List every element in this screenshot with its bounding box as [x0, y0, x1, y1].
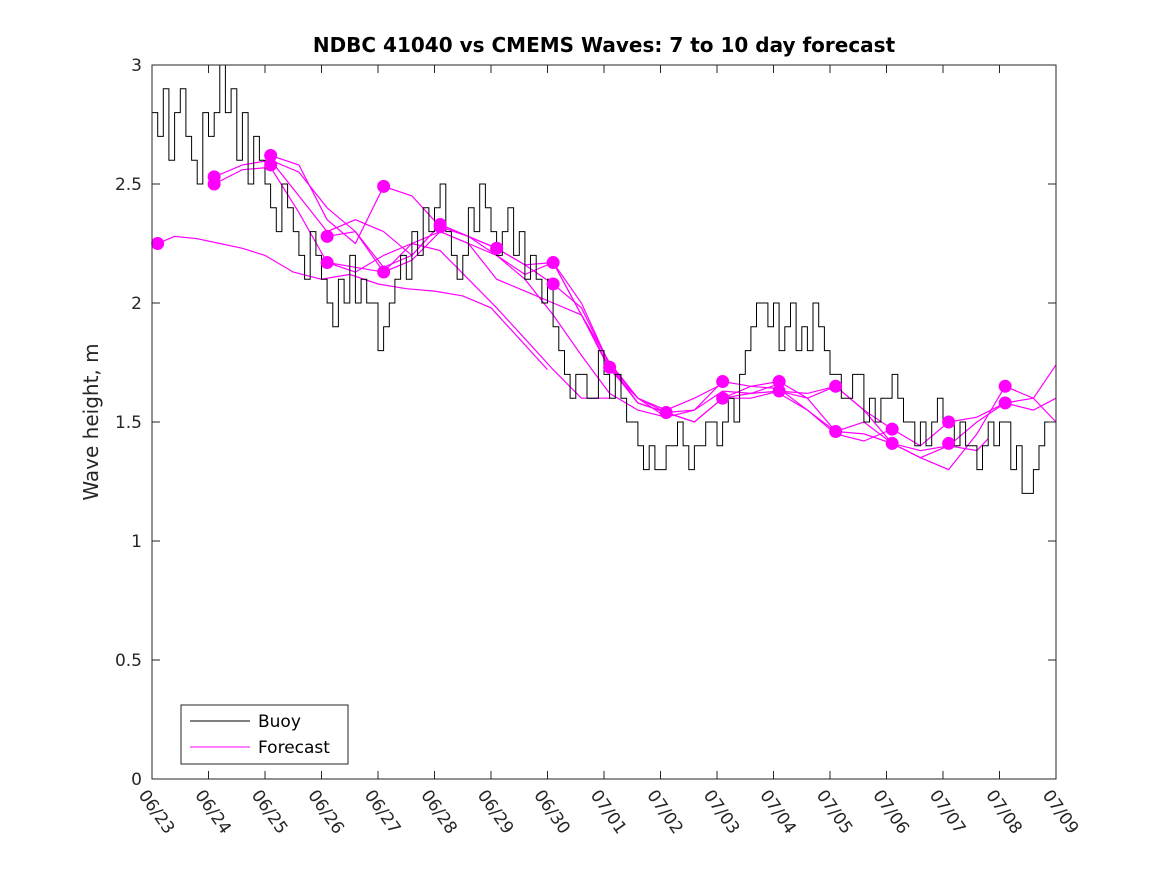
forecast-marker	[885, 422, 899, 436]
x-tick-label: 07/06	[868, 786, 912, 838]
y-tick-label: 0.5	[115, 651, 142, 671]
x-tick-label: 07/04	[755, 786, 799, 838]
forecast-marker	[829, 379, 843, 393]
forecast-marker	[207, 170, 221, 184]
y-tick-label: 2	[131, 294, 142, 314]
y-tick-label: 2.5	[115, 175, 142, 195]
forecast-marker	[942, 415, 956, 429]
legend-box	[180, 704, 349, 765]
forecast-marker	[490, 241, 504, 255]
forecast-marker	[998, 396, 1012, 410]
y-tick-label: 1.5	[115, 413, 142, 433]
forecast-marker	[377, 265, 391, 279]
y-tick-label: 0	[131, 770, 142, 790]
forecast-line	[157, 235, 548, 371]
x-tick-label: 06/25	[247, 786, 291, 838]
forecast-marker	[716, 375, 730, 389]
forecast-marker	[603, 360, 617, 374]
legend-forecast-label: Forecast	[258, 738, 330, 758]
x-tick-label: 06/26	[303, 786, 347, 838]
x-tick-label: 07/09	[1038, 786, 1082, 838]
chart-title: NDBC 41040 vs CMEMS Waves: 7 to 10 day f…	[313, 33, 896, 57]
x-tick-label: 06/24	[190, 786, 234, 838]
x-tick-label: 06/23	[134, 786, 178, 838]
x-tick-label: 06/27	[360, 786, 404, 838]
forecast-marker	[377, 179, 391, 193]
y-axis-label: Wave height, m	[79, 343, 103, 500]
forecast-marker	[320, 256, 334, 270]
forecast-line	[270, 159, 723, 411]
forecast-line	[552, 262, 1057, 452]
forecast-marker	[433, 220, 447, 234]
forecast-marker	[264, 158, 278, 172]
forecast-marker	[264, 148, 278, 162]
y-tick-label: 1	[131, 532, 142, 552]
forecast-marker	[659, 405, 673, 419]
x-tick-label: 07/02	[642, 786, 686, 838]
forecast-markers	[151, 148, 1012, 450]
forecast-marker	[885, 436, 899, 450]
x-tick-label: 07/01	[586, 786, 630, 838]
x-tick-label: 07/08	[981, 786, 1025, 838]
forecast-marker	[772, 375, 786, 389]
forecast-marker	[716, 391, 730, 405]
forecast-marker	[546, 277, 560, 291]
legend: Buoy Forecast	[180, 704, 349, 765]
forecast-marker	[772, 384, 786, 398]
x-tick-label: 06/28	[416, 786, 460, 838]
y-tick-label: 3	[131, 56, 142, 76]
x-tick-label: 07/03	[699, 786, 743, 838]
buoy-line-group	[152, 64, 1051, 494]
legend-buoy-label: Buoy	[258, 712, 301, 732]
x-tick-label: 06/29	[473, 786, 517, 838]
forecast-marker	[942, 436, 956, 450]
forecast-marker	[829, 425, 843, 439]
forecast-marker	[151, 237, 165, 250]
x-tick-label: 07/07	[925, 786, 969, 838]
x-tick-label: 07/05	[812, 786, 856, 838]
forecast-marker	[546, 256, 560, 270]
forecast-marker	[998, 379, 1012, 393]
y-axis-ticks: 0 0.5 1 1.5 2 2.5 3	[115, 56, 1056, 790]
forecast-marker	[320, 229, 334, 243]
buoy-line	[152, 64, 1051, 494]
x-tick-label: 06/30	[529, 786, 573, 838]
